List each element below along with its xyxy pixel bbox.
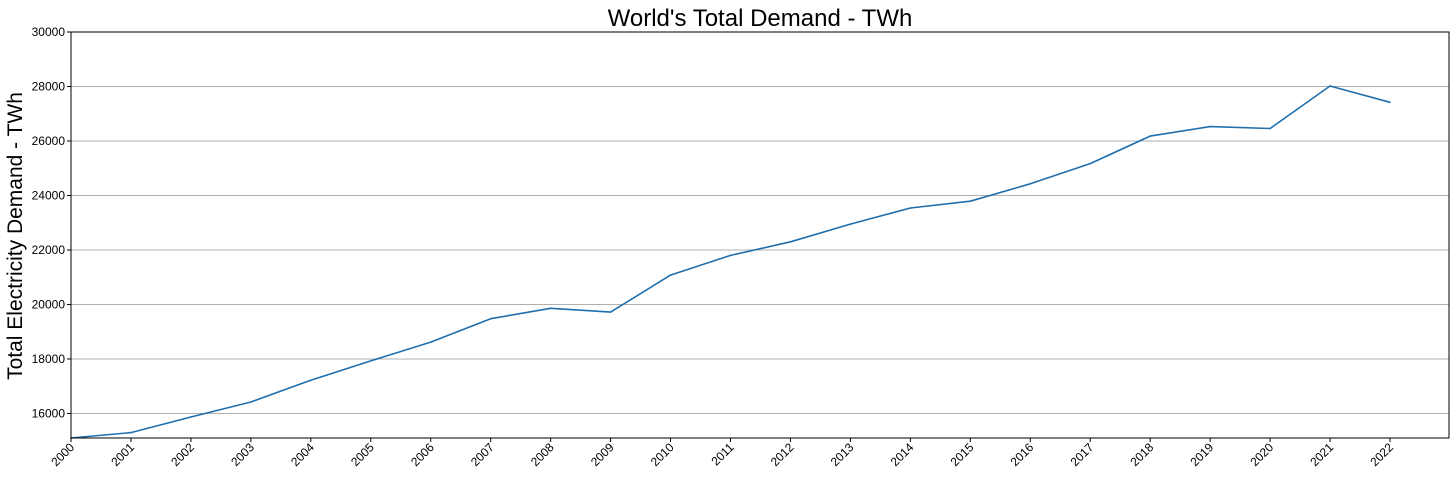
data-point [729, 254, 732, 257]
y-tick-label: 16000 [32, 406, 66, 420]
data-point [1029, 182, 1032, 185]
data-point [1269, 127, 1271, 130]
x-tick-label: 2017 [1068, 440, 1097, 469]
data-point [1389, 101, 1391, 104]
data-point [310, 379, 312, 382]
data-point [849, 223, 852, 225]
y-tick-label: 24000 [32, 188, 66, 202]
x-tick-label: 2007 [468, 440, 497, 469]
axes [67, 31, 1450, 442]
plot-frame [70, 31, 1450, 439]
data-point [250, 401, 252, 403]
data-point [130, 431, 132, 434]
y-tick-label: 26000 [32, 134, 66, 148]
x-tick-label: 2001 [108, 440, 137, 469]
data-point [609, 311, 612, 313]
y-tick-label: 28000 [32, 79, 66, 93]
x-tick-label: 2012 [768, 440, 797, 469]
x-tick-label: 2003 [228, 440, 257, 469]
x-tick-label: 2015 [948, 440, 977, 469]
x-tick-label: 2010 [648, 440, 677, 469]
data-point [369, 360, 372, 362]
grid-lines [71, 31, 1449, 414]
x-tick-label: 2018 [1128, 440, 1157, 469]
data-point [789, 241, 792, 243]
data-point [1209, 125, 1211, 128]
x-tick-label: 2020 [1247, 440, 1276, 469]
x-tick-label: 2004 [288, 440, 317, 469]
x-tick-label: 2002 [168, 440, 197, 469]
data-point [1149, 135, 1151, 137]
x-tick-label: 2021 [1307, 440, 1336, 469]
x-tick-labels: 2000 2001 2002 2003 2004 2005 2006 2007 2008 2009… [48, 440, 1396, 469]
y-axis-label: Total Electricity Demand - TWh [4, 92, 27, 380]
data-point [669, 274, 672, 276]
y-tick-label: 30000 [32, 25, 66, 39]
data-point [549, 307, 552, 310]
x-tick-label: 2005 [348, 440, 377, 469]
data-point [909, 207, 912, 209]
x-tick-label: 2009 [588, 440, 617, 469]
data-point [1089, 162, 1092, 165]
y-tick-label: 22000 [32, 243, 66, 257]
data-point [190, 416, 192, 418]
series-line [70, 85, 1391, 439]
y-tick-labels: 16000 18000 20000 22000 24000 26000 28000 30000 [32, 25, 66, 420]
x-tick-label: 2011 [708, 440, 736, 468]
data-point [1329, 85, 1331, 87]
x-tick-label: 2016 [1008, 440, 1037, 469]
series-layer [70, 85, 1391, 439]
data-point [489, 317, 492, 320]
data-point [429, 341, 432, 343]
x-tick-label: 2013 [828, 440, 857, 469]
x-tick-label: 2014 [888, 440, 917, 469]
x-tick-label: 2019 [1187, 440, 1216, 469]
chart-title: World's Total Demand - TWh [608, 5, 913, 32]
x-tick-label: 2022 [1367, 440, 1396, 469]
x-tick-label: 2006 [408, 440, 437, 469]
x-tick-label: 2000 [48, 440, 77, 469]
x-tick-label: 2008 [528, 440, 557, 469]
data-point [969, 200, 972, 203]
y-tick-label: 18000 [32, 352, 66, 366]
y-tick-label: 20000 [32, 297, 66, 311]
